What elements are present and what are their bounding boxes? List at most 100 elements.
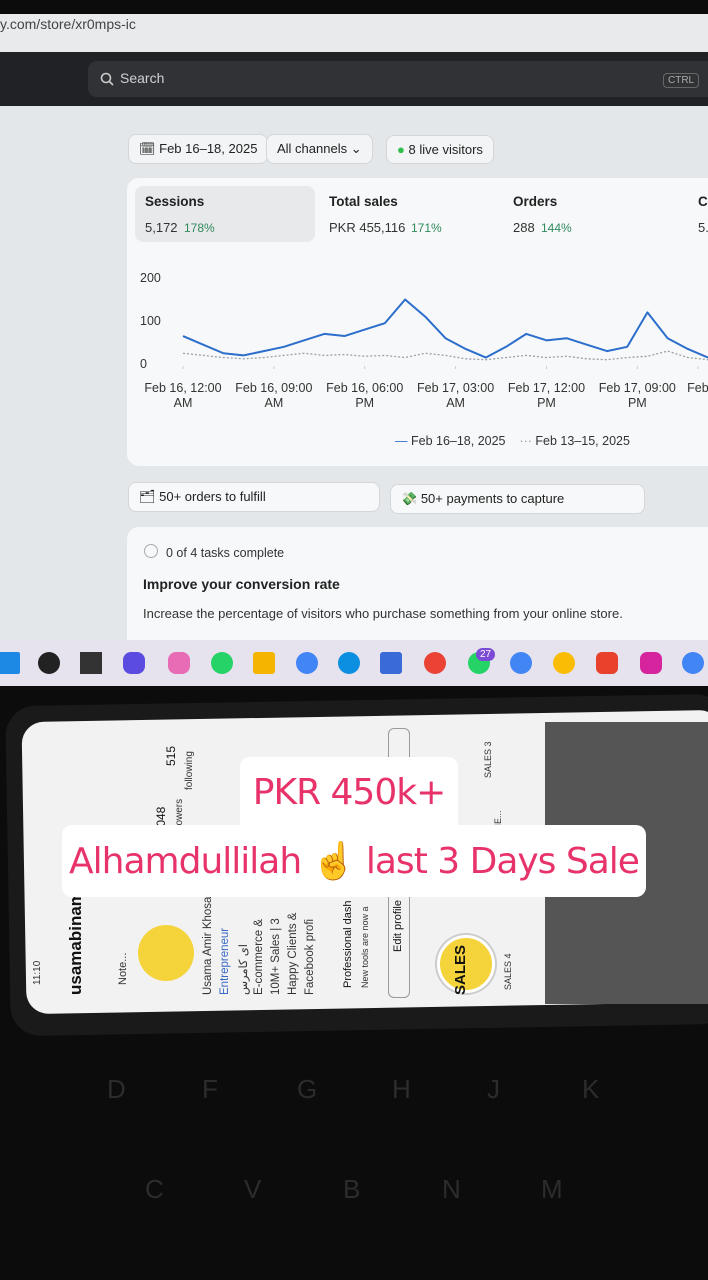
x-tick-label: Feb 16, 09:00 AM bbox=[235, 381, 313, 410]
search-box[interactable]: Search CTRL bbox=[88, 61, 708, 97]
taskbar-icon bbox=[211, 652, 233, 674]
highlight bbox=[437, 935, 495, 993]
visitors-text: 8 live visitors bbox=[408, 142, 483, 157]
tasks-card: 0 of 4 tasks complete Improve your conve… bbox=[127, 527, 708, 642]
taskbar-icon bbox=[80, 652, 102, 674]
note: Note... bbox=[117, 952, 129, 985]
x-tick-label: Feb 17, 12:00 PM bbox=[507, 381, 586, 410]
search-icon bbox=[100, 72, 114, 86]
edit-profile: Edit profile bbox=[392, 900, 404, 952]
overlay-line1: PKR 450k+ bbox=[252, 772, 447, 813]
taskbar-icon bbox=[0, 652, 20, 674]
metric-value: 288 bbox=[513, 220, 535, 235]
taskbar-icon bbox=[424, 652, 446, 674]
key-label: G bbox=[297, 1074, 318, 1104]
key-label: F bbox=[202, 1074, 218, 1104]
taskbar-icon bbox=[338, 652, 360, 674]
orders-action[interactable]: 🗂 50+ orders to fulfill bbox=[128, 482, 380, 512]
url: y.com/store/xr0mps-ic bbox=[0, 16, 136, 32]
bio-line: Facebook profi bbox=[304, 918, 316, 995]
orders-text: 50+ orders to fulfill bbox=[159, 489, 266, 504]
metric-label: Total sales bbox=[329, 194, 398, 209]
x-tick-label: Feb bbox=[687, 381, 708, 395]
bio-line: Usama Amir Khosa bbox=[202, 896, 214, 995]
chart: 0 100 200 bbox=[140, 271, 708, 371]
bio-line: E-commerce & bbox=[253, 918, 265, 995]
bio-line: ای کامرس bbox=[238, 944, 250, 995]
following-count: 515 bbox=[164, 745, 178, 766]
dashboard: Professional dash bbox=[342, 900, 354, 988]
metric-change: 144% bbox=[541, 221, 572, 235]
legend-entry: Feb 13–15, 2025 bbox=[535, 434, 630, 448]
taskbar-icon bbox=[640, 652, 662, 674]
metric-label: Orders bbox=[513, 194, 558, 209]
key-label: V bbox=[244, 1174, 262, 1204]
taskbar-icon bbox=[510, 652, 532, 674]
progress-ring bbox=[144, 544, 158, 558]
key-label: B bbox=[343, 1174, 361, 1204]
username: usamabinam bbox=[66, 891, 85, 995]
y-tick-label: 100 bbox=[140, 314, 161, 328]
highlight-badge: SALES bbox=[452, 944, 469, 995]
key-label: J bbox=[487, 1074, 500, 1104]
time: 11:10 bbox=[32, 960, 43, 985]
y-tick-label: 200 bbox=[140, 271, 161, 285]
x-tick-label: Feb 17, 03:00 AM bbox=[417, 381, 495, 410]
key-label: K bbox=[582, 1074, 600, 1104]
taskbar-icon bbox=[596, 652, 618, 674]
key-label: M bbox=[541, 1174, 563, 1204]
taskbar-icon bbox=[123, 652, 145, 674]
taskbar-icon bbox=[553, 652, 575, 674]
tasks-title: Improve your conversion rate bbox=[143, 576, 340, 592]
visitors: ● 8 live visitors bbox=[386, 135, 494, 164]
key-label: N bbox=[442, 1174, 461, 1204]
metric-selected[interactable] bbox=[135, 186, 315, 242]
legend-entry: Feb 16–18, 2025 bbox=[410, 434, 506, 448]
metric-label: C bbox=[698, 194, 708, 209]
tasks-progress: 0 of 4 tasks complete bbox=[166, 546, 285, 560]
bio-line: Happy Clients & bbox=[287, 912, 299, 995]
channel-filter[interactable]: All channels ⌄ bbox=[266, 134, 373, 164]
highlight-name: SALES 3 bbox=[483, 741, 493, 778]
taskbar-icon bbox=[380, 652, 402, 674]
x-tick-label: Feb 16, 06:00 PM bbox=[326, 381, 404, 410]
x-tick-label: Feb 17, 09:00 PM bbox=[598, 381, 676, 410]
following: following bbox=[184, 751, 195, 790]
metric-change: 171% bbox=[411, 221, 442, 235]
taskbar-icon bbox=[38, 652, 60, 674]
key-label: D bbox=[107, 1074, 126, 1104]
avatar bbox=[138, 925, 194, 981]
metric-label: Sessions bbox=[145, 194, 205, 209]
top-bar: Search CTRL bbox=[0, 52, 708, 106]
overlay-line2: Alhamdullilah ☝️ last 3 Days Sale bbox=[69, 841, 640, 882]
channels: All channels bbox=[277, 141, 348, 156]
taskbar-icon bbox=[168, 652, 190, 674]
series-line bbox=[182, 298, 708, 359]
x-tick-label: Feb 16, 12:00 AM bbox=[144, 381, 222, 410]
shortcut: CTRL bbox=[663, 73, 700, 88]
overlay-box bbox=[240, 757, 458, 827]
tasks-description: Increase the percentage of visitors who … bbox=[143, 606, 623, 621]
key-label: H bbox=[392, 1074, 411, 1104]
payments-text: 50+ payments to capture bbox=[420, 491, 565, 506]
metric-change: 178% bbox=[184, 221, 215, 235]
taskbar-icon bbox=[682, 652, 704, 674]
metric-value: PKR 455,116 bbox=[329, 220, 406, 235]
y-tick-label: 0 bbox=[140, 357, 147, 371]
address-bar: y.com/store/xr0mps-ic bbox=[0, 14, 708, 52]
payments-action[interactable]: 💸 50+ payments to capture bbox=[390, 484, 645, 514]
date: Feb 16–18, 2025 bbox=[159, 141, 258, 156]
taskbar-icon bbox=[253, 652, 275, 674]
highlight-name: SALES 4 bbox=[503, 953, 513, 990]
bio-line: Entrepreneur bbox=[219, 927, 231, 995]
dashboard-sub: New tools are now a bbox=[360, 906, 370, 988]
metric-value: 5,172 bbox=[145, 220, 178, 235]
overlay-box bbox=[62, 825, 646, 897]
badge: 27 bbox=[476, 648, 496, 661]
bio-line: 10M+ Sales | 3 bbox=[270, 918, 282, 995]
taskbar-icon bbox=[296, 652, 318, 674]
metric-value: 5. bbox=[698, 220, 708, 235]
key-label: C bbox=[145, 1174, 164, 1204]
legend: — Feb 16–18, 2025 ··· Feb 13–15, 2025 bbox=[395, 434, 630, 448]
